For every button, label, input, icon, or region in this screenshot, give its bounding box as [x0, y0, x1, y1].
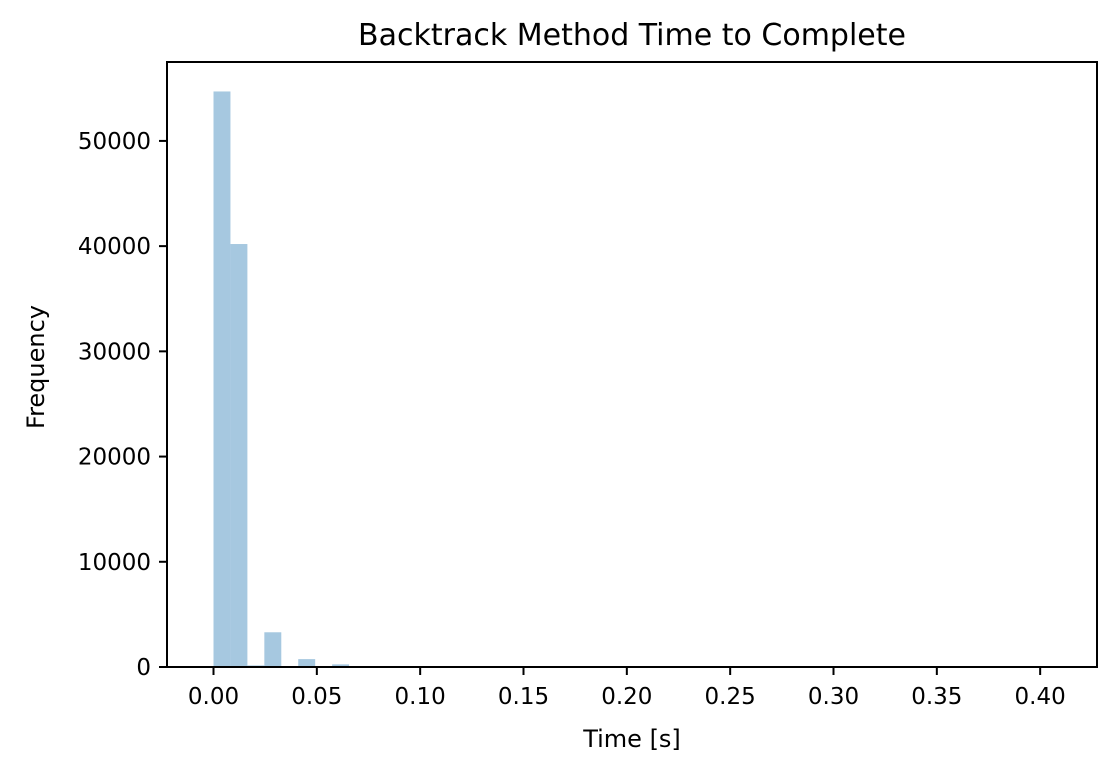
- x-tick-label: 0.30: [808, 684, 859, 710]
- y-tick-label: 50000: [78, 129, 151, 155]
- y-tick-label: 20000: [78, 445, 151, 471]
- x-axis-ticks: 0.00 0.05 0.10 0.15 0.20 0.25 0.30 0.35 0.40: [188, 667, 1066, 710]
- x-tick-label: 0.10: [395, 684, 446, 710]
- x-tick-label: 0.25: [705, 684, 756, 710]
- x-tick-label: 0.20: [601, 684, 652, 710]
- y-tick-label: 0: [136, 655, 151, 681]
- x-tick-label: 0.40: [1015, 684, 1066, 710]
- x-axis-label: Time [s]: [582, 725, 681, 753]
- y-axis-ticks: 0 10000 20000 30000 40000 50000: [78, 129, 167, 681]
- histogram-bar: [264, 632, 282, 667]
- histogram-bar: [230, 244, 248, 667]
- y-axis-label: Frequency: [22, 305, 50, 429]
- x-tick-label: 0.15: [498, 684, 549, 710]
- plot-frame: [166, 61, 1098, 668]
- y-tick-label: 10000: [78, 550, 151, 576]
- histogram-bar: [332, 664, 350, 667]
- y-tick-label: 30000: [78, 339, 151, 365]
- x-tick-label: 0.05: [291, 684, 342, 710]
- x-tick-label: 0.00: [188, 684, 239, 710]
- histogram-bar: [213, 91, 231, 667]
- bars-group: [213, 91, 1061, 667]
- chart-title: Backtrack Method Time to Complete: [358, 18, 906, 53]
- x-tick-label: 0.35: [911, 684, 962, 710]
- y-tick-label: 40000: [78, 234, 151, 260]
- histogram-bar: [298, 659, 316, 667]
